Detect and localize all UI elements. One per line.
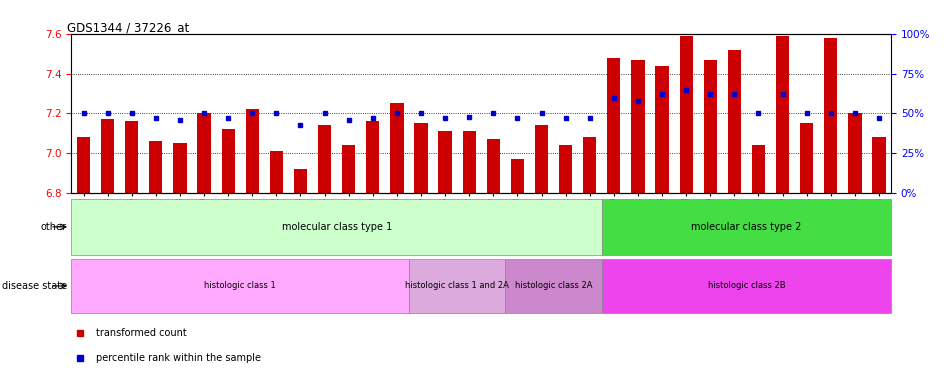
Bar (342, 145, 355, 193)
Bar (246, 110, 259, 193)
Bar (510, 159, 524, 193)
Bar (601, 199, 890, 255)
Text: molecular class type 1: molecular class type 1 (281, 222, 391, 232)
Bar (149, 141, 162, 193)
Bar (486, 140, 500, 193)
Text: histologic class 2B: histologic class 2B (707, 281, 784, 290)
Bar (197, 113, 210, 193)
Bar (438, 131, 451, 193)
Bar (655, 66, 668, 193)
Bar (505, 259, 601, 313)
Bar (727, 50, 741, 193)
Text: other: other (41, 222, 67, 232)
Bar (173, 143, 187, 193)
Bar (71, 199, 601, 255)
Bar (125, 122, 138, 193)
Bar (703, 60, 716, 193)
Bar (366, 122, 379, 193)
Bar (583, 137, 596, 193)
Text: molecular class type 2: molecular class type 2 (690, 222, 801, 232)
Bar (462, 131, 475, 193)
Bar (871, 137, 884, 193)
Bar (630, 60, 644, 193)
Bar (606, 58, 620, 193)
Bar (679, 36, 692, 193)
Bar (775, 36, 788, 193)
Text: GDS1344 / 37226_at: GDS1344 / 37226_at (68, 21, 189, 34)
Bar (390, 104, 403, 193)
Bar (414, 123, 427, 193)
Text: percentile rank within the sample: percentile rank within the sample (96, 353, 261, 363)
Bar (318, 125, 331, 193)
Bar (534, 125, 547, 193)
Text: disease state: disease state (2, 281, 67, 291)
Text: histologic class 1: histologic class 1 (204, 281, 276, 290)
Bar (751, 145, 764, 193)
Bar (71, 259, 408, 313)
Bar (847, 113, 861, 193)
Bar (293, 169, 307, 193)
Bar (559, 145, 571, 193)
Bar (823, 38, 837, 193)
Bar (221, 129, 234, 193)
Text: histologic class 2A: histologic class 2A (514, 281, 592, 290)
Text: histologic class 1 and 2A: histologic class 1 and 2A (405, 281, 508, 290)
Bar (800, 123, 812, 193)
Bar (269, 151, 283, 193)
Bar (101, 119, 114, 193)
Bar (77, 137, 90, 193)
Bar (601, 259, 890, 313)
Text: transformed count: transformed count (96, 328, 187, 338)
Bar (408, 259, 505, 313)
